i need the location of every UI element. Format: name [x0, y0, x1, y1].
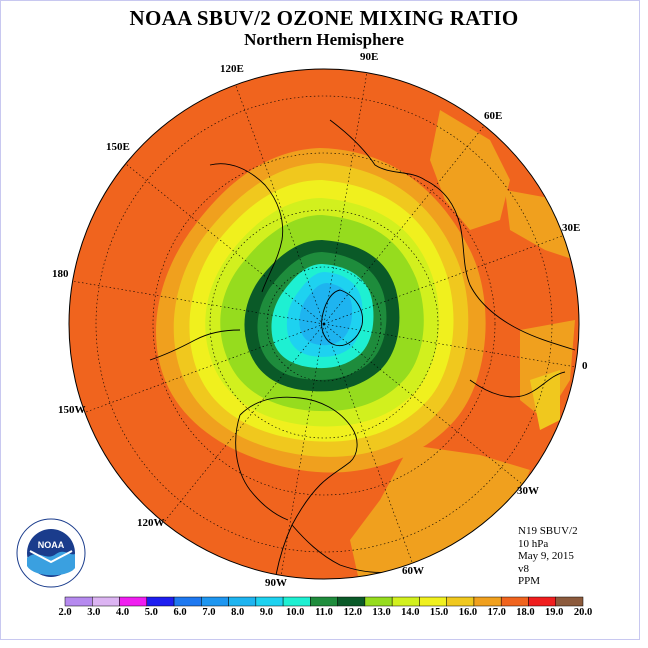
colorbar-swatch [201, 596, 229, 607]
meridian-90w [280, 323, 325, 577]
colorbar-swatch [555, 596, 584, 607]
meridian-60e [323, 125, 485, 325]
meridian-180 [71, 280, 325, 325]
lon-label-150w: 150W [58, 404, 86, 416]
colorbar-tick-label: 14.0 [401, 607, 420, 618]
noaa-logo: NOAA [16, 518, 86, 588]
colorbar-swatch [310, 596, 338, 607]
colorbar-tick-label: 10.0 [286, 607, 305, 618]
colorbar-swatch [419, 596, 447, 607]
latitude-circle [152, 152, 496, 496]
latitude-circles [95, 95, 553, 553]
field-lobe-se [350, 445, 530, 579]
colorbar-tick-label: 20.0 [573, 607, 593, 618]
coastline-greenland [321, 289, 363, 347]
colorbar-swatch [92, 596, 120, 607]
coastlines [149, 119, 576, 576]
lon-label-60w: 60W [402, 565, 424, 577]
logo-wave [27, 551, 75, 576]
colorbar-tick-label: 9.0 [259, 607, 273, 618]
colorbar-swatch [337, 596, 366, 607]
colorbar-tick-label: 17.0 [487, 607, 506, 618]
colorbar-tick-label: 3.0 [87, 607, 101, 618]
lon-label-30w: 30W [517, 485, 539, 497]
colorbar-swatch [228, 596, 257, 607]
lon-label-60e: 60E [484, 110, 503, 122]
lon-label-0: 0 [582, 360, 588, 372]
meridians [71, 71, 577, 577]
colorbar-swatch [473, 596, 502, 607]
coastline-africa [469, 371, 566, 398]
latitude-circle [209, 209, 439, 439]
colorbar-tick-label: 19.0 [545, 607, 564, 618]
info-level: 10 hPa [518, 537, 549, 550]
meridian-0 [323, 323, 577, 368]
field-lobe-east-16 [530, 370, 560, 430]
info-satellite: N19 SBUV/2 [518, 525, 578, 537]
coastline-north-america-east [239, 396, 358, 576]
lon-label-150e: 150E [106, 141, 130, 153]
meridian-150e [125, 163, 325, 325]
logo-gull-icon [29, 550, 73, 564]
latitude-circle [266, 266, 382, 382]
info-date: May 9, 2015 [518, 550, 574, 563]
colorbar-swatch [119, 596, 148, 607]
colorbar [64, 596, 584, 607]
chart-title: NOAA SBUV/2 OZONE MIXING RATIO [129, 6, 519, 30]
info-units: PPM [518, 575, 541, 588]
map-boundary [68, 68, 580, 580]
latitude-circle [95, 95, 553, 553]
colorbar-tick-label: 6.0 [173, 607, 187, 618]
colorbar-tick-label: 11.0 [315, 607, 333, 618]
colorbar-tick-label: 2.0 [58, 607, 72, 618]
lon-label-120e: 120E [220, 63, 244, 75]
coastline-east-asia [209, 163, 284, 293]
colorbar-tick-label: 18.0 [516, 607, 535, 618]
chart-subtitle: Northern Hemisphere [244, 30, 404, 49]
colorbar-swatch [282, 596, 311, 607]
lon-label-180: 180 [52, 268, 69, 280]
ozone-field [69, 69, 579, 579]
field-lobe-ne [430, 110, 510, 230]
coastline-alaska [149, 329, 241, 361]
info-block: N19 SBUV/2 10 hPa May 9, 2015 v8 PPM [518, 525, 578, 588]
colorbar-swatch [255, 596, 284, 607]
colorbar-tick-label: 12.0 [343, 607, 362, 618]
colorbar-tick-label: 4.0 [115, 607, 130, 618]
logo-text: NOAA [38, 540, 65, 550]
coastline-eurasia [329, 119, 576, 351]
colorbar-tick-label: 8.0 [231, 607, 245, 618]
info-version: v8 [518, 562, 529, 575]
lon-label-120w: 120W [137, 517, 165, 529]
colorbar-labels: 2.0 3.0 4.0 5.0 6.0 7.0 8.0 9.0 10.0 11.0 12.0 13.0… [0, 607, 648, 621]
lon-label-30e: 30E [562, 222, 581, 234]
colorbar-swatch [146, 596, 175, 607]
colorbar-swatch [391, 596, 420, 607]
colorbar-tick-label: 15.0 [429, 607, 449, 618]
colorbar-swatch [364, 596, 393, 607]
colorbar-swatch [500, 596, 529, 607]
field-core-8 [299, 283, 353, 346]
figure-frame [0, 0, 640, 640]
colorbar-tick-label: 5.0 [144, 607, 158, 618]
colorbar-swatch [528, 596, 556, 607]
coastline-north-america-west [235, 414, 289, 521]
colorbar-tick-label: 13.0 [372, 607, 391, 618]
meridian-90e [323, 71, 368, 325]
colorbar-swatch [446, 596, 475, 607]
meridian-30w [323, 323, 523, 485]
meridian-120w [163, 323, 325, 523]
colorbar-tick-label: 16.0 [458, 607, 478, 618]
lon-label-90w: 90W [265, 577, 287, 589]
colorbar-swatch [64, 596, 93, 607]
colorbar-swatch [173, 596, 202, 607]
colorbar-tick-label: 7.0 [202, 607, 216, 618]
lon-label-90e: 90E [360, 51, 379, 63]
